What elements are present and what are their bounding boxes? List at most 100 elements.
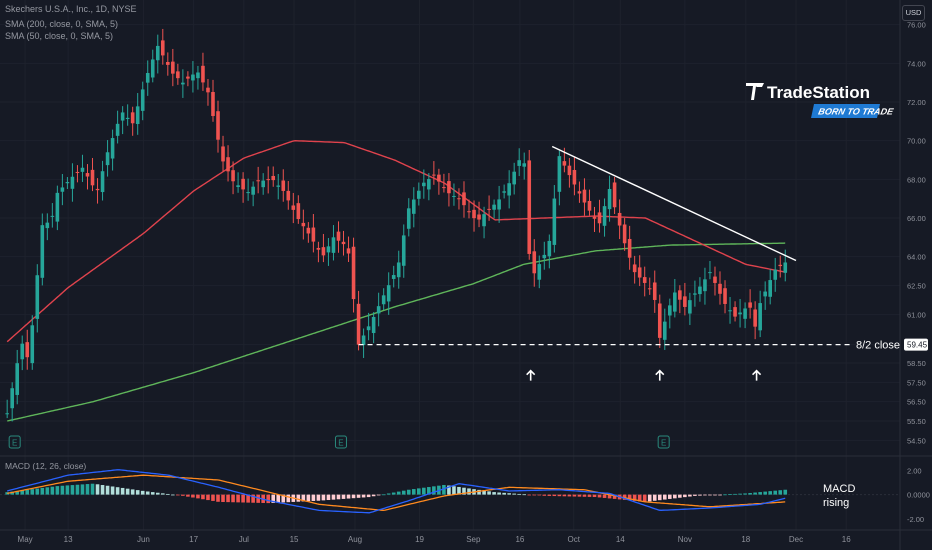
candle-body — [562, 161, 567, 166]
candle-body — [65, 182, 70, 184]
macd-histogram-bar — [10, 491, 14, 495]
macd-histogram-bar — [587, 494, 592, 497]
x-tick-label: 14 — [616, 535, 625, 544]
macd-histogram-bar — [211, 494, 215, 501]
candle-body — [90, 169, 95, 186]
macd-histogram-bar — [668, 494, 672, 499]
x-tick-label: 13 — [64, 535, 73, 544]
y-tick-label: 66.00 — [907, 214, 926, 223]
macd-histogram-bar — [281, 494, 286, 503]
y-tick-label: 76.00 — [907, 21, 926, 30]
currency-button[interactable]: USD — [902, 5, 925, 21]
macd-histogram-bar — [432, 486, 436, 495]
candle-body — [607, 189, 612, 210]
macd-histogram-bar — [708, 494, 712, 496]
macd-histogram-bar — [231, 494, 235, 503]
candle-body — [542, 254, 547, 259]
candle-body — [673, 292, 677, 312]
macd-histogram-bar — [693, 494, 697, 496]
x-tick-label: Sep — [466, 535, 481, 544]
macd-histogram-bar — [417, 488, 421, 495]
candle-body — [758, 303, 762, 331]
earnings-marker-label: E — [12, 439, 17, 448]
macd-histogram-bar — [778, 490, 783, 495]
candle-body — [507, 183, 511, 196]
candle-body — [713, 276, 717, 283]
y-tick-label: 57.50 — [907, 378, 926, 387]
candle-body — [371, 316, 376, 334]
macd-histogram-bar — [171, 494, 175, 496]
macd-histogram-bar — [55, 486, 60, 495]
candle-body — [763, 291, 767, 297]
candle-body — [391, 275, 396, 279]
candle-body — [537, 264, 542, 280]
candle-body — [396, 262, 401, 278]
macd-label-2: rising — [823, 497, 849, 509]
candle-body — [753, 309, 757, 327]
candle-body — [502, 191, 506, 193]
trendline[interactable] — [551, 145, 797, 262]
candle-body — [467, 211, 471, 213]
macd-histogram-bar — [718, 494, 722, 496]
candle-body — [346, 248, 351, 254]
macd-histogram-bar — [542, 494, 547, 496]
trendline-segment — [551, 145, 797, 262]
macd-histogram-bar — [582, 494, 587, 497]
candle-body — [427, 179, 431, 190]
candle-body — [657, 303, 662, 338]
candle-body — [437, 174, 441, 182]
indicator-sma50-label[interactable]: SMA (50, close, 0, SMA, 5) — [5, 31, 114, 41]
x-tick-label: 16 — [842, 535, 851, 544]
candle-body — [738, 312, 742, 315]
macd-histogram-bar — [155, 492, 160, 495]
macd-histogram-bar — [145, 491, 150, 495]
macd-histogram-bar — [236, 494, 240, 503]
macd-histogram-bar — [221, 494, 225, 503]
candle-body — [482, 214, 486, 227]
candle-body — [95, 188, 100, 191]
macd-histogram-bar — [256, 494, 260, 503]
candle-body — [778, 264, 783, 267]
macd-histogram-bar — [246, 494, 250, 503]
macd-histogram-bar — [326, 494, 331, 501]
macd-histogram-bar — [311, 494, 316, 501]
candle-body — [171, 61, 175, 74]
candle-body — [743, 308, 747, 319]
macd-histogram-bar — [351, 494, 356, 499]
macd-tick-label: 0.0000 — [907, 491, 930, 500]
support-arrows — [526, 369, 762, 381]
candle-body — [130, 112, 135, 124]
macd-tick-label: 2.00 — [907, 466, 922, 475]
candle-body — [401, 235, 406, 266]
candle-body — [411, 199, 416, 214]
candle-body — [632, 264, 637, 273]
candle-body — [60, 187, 65, 192]
x-tick-label: 15 — [290, 535, 299, 544]
macd-histogram-bar — [738, 493, 742, 495]
candle-body — [622, 224, 627, 244]
candle-body — [5, 413, 9, 415]
candle-body — [512, 171, 516, 185]
x-tick-label: Nov — [678, 535, 692, 544]
macd-histogram-bar — [703, 494, 707, 496]
candle-body — [241, 178, 245, 190]
indicator-sma200-label[interactable]: SMA (200, close, 0, SMA, 5) — [5, 19, 119, 29]
macd-title: MACD (12, 26, close) — [5, 461, 86, 471]
candle-body — [678, 290, 682, 300]
candle-body — [80, 167, 85, 172]
macd-histogram-bar — [160, 493, 165, 495]
candle-body — [728, 310, 732, 312]
macd-histogram-bar — [386, 493, 391, 495]
macd-histogram-bar — [60, 485, 65, 495]
macd-histogram-bar — [657, 494, 662, 501]
brand-tagline: BORN TO TRADE — [817, 107, 895, 117]
y-tick-label: 56.50 — [907, 398, 926, 407]
candle-body — [206, 87, 210, 93]
x-tick-label: 18 — [741, 535, 750, 544]
candle-body — [30, 325, 35, 364]
macd-histogram-bar — [266, 494, 271, 504]
macd-panel — [0, 469, 900, 514]
candle-body — [276, 185, 281, 187]
